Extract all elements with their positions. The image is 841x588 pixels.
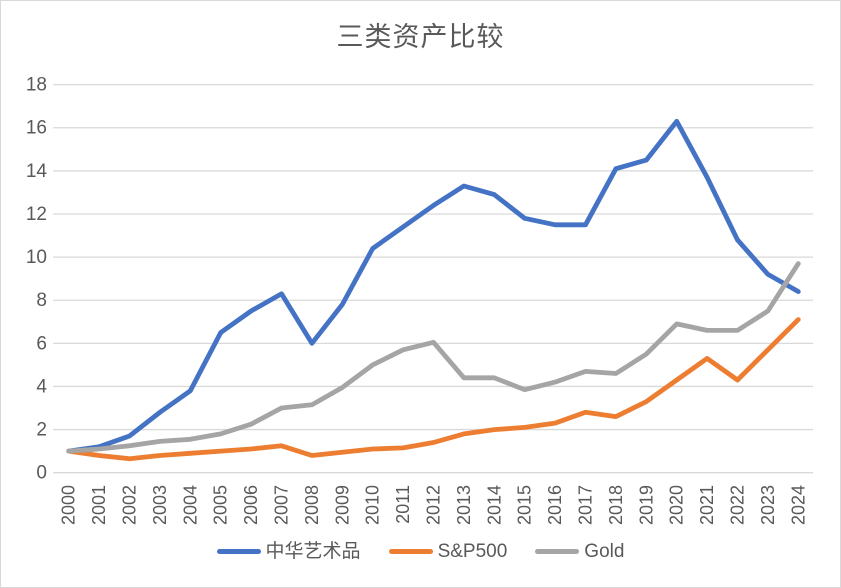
x-axis-tick-label: 2017	[576, 485, 596, 525]
x-axis-tick-label: 2011	[393, 485, 413, 524]
y-axis-tick-label: 18	[26, 75, 47, 96]
x-axis-tick-label: 2007	[272, 485, 292, 525]
x-axis-tick-label: 2023	[758, 485, 778, 525]
y-axis-tick-label: 12	[26, 204, 47, 225]
x-axis-tick-label: 2021	[697, 485, 717, 525]
legend-label-gold: Gold	[584, 541, 625, 562]
chart-title: 三类资产比较	[336, 22, 505, 52]
y-axis-tick-label: 2	[36, 420, 47, 441]
series-line-art	[66, 118, 801, 454]
sp500-series-line-icon	[388, 549, 433, 554]
x-axis-tick-label: 2018	[606, 485, 626, 525]
series-line-gold	[66, 261, 801, 454]
x-axis-tick-label: 2001	[89, 485, 109, 525]
x-axis-tick-label: 2016	[545, 485, 565, 525]
x-axis-tick-label: 2008	[302, 485, 322, 525]
x-axis-tick-label: 2020	[667, 485, 687, 525]
x-axis-tick-label: 2005	[211, 485, 231, 525]
x-axis-tick-label: 2019	[636, 485, 656, 525]
legend-item-gold: Gold	[535, 542, 624, 561]
series-line-sp500	[66, 317, 801, 462]
gold-series-line-icon	[535, 549, 580, 554]
x-axis-tick-label: 2013	[454, 485, 474, 525]
y-axis-tick-label: 14	[26, 161, 48, 182]
x-axis-tick-label: 2002	[120, 485, 140, 525]
x-axis-tick-label: 2009	[332, 485, 352, 525]
x-axis-tick-label: 2024	[788, 485, 808, 525]
x-axis-tick-label: 2006	[241, 485, 261, 525]
legend-label-art: 中华艺术品	[265, 541, 361, 562]
chart-legend: 中华艺术品 S&P500 Gold	[1, 542, 840, 561]
y-axis-tick-label: 0	[36, 463, 47, 484]
x-axis-tick-label: 2012	[424, 485, 444, 525]
legend-item-art: 中华艺术品	[216, 541, 361, 562]
y-axis-tick-label: 6	[36, 333, 47, 354]
x-axis-tick-label: 2003	[150, 485, 170, 525]
art-series-line-icon	[216, 549, 261, 554]
x-axis-tick-label: 2004	[180, 485, 200, 525]
x-axis-tick-label: 2014	[484, 485, 504, 525]
y-axis-tick-label: 16	[26, 118, 47, 139]
x-axis-tick-label: 2015	[515, 485, 535, 525]
y-axis-tick-label: 8	[36, 290, 47, 311]
x-axis-tick-label: 2000	[59, 485, 79, 525]
legend-item-sp500: S&P500	[388, 541, 508, 562]
y-axis-tick-label: 10	[26, 247, 47, 268]
x-axis-tick-label: 2010	[363, 485, 383, 525]
y-axis-tick-label: 4	[36, 376, 47, 397]
x-axis-tick-label: 2022	[728, 485, 748, 525]
legend-label-sp500: S&P500	[437, 541, 508, 562]
